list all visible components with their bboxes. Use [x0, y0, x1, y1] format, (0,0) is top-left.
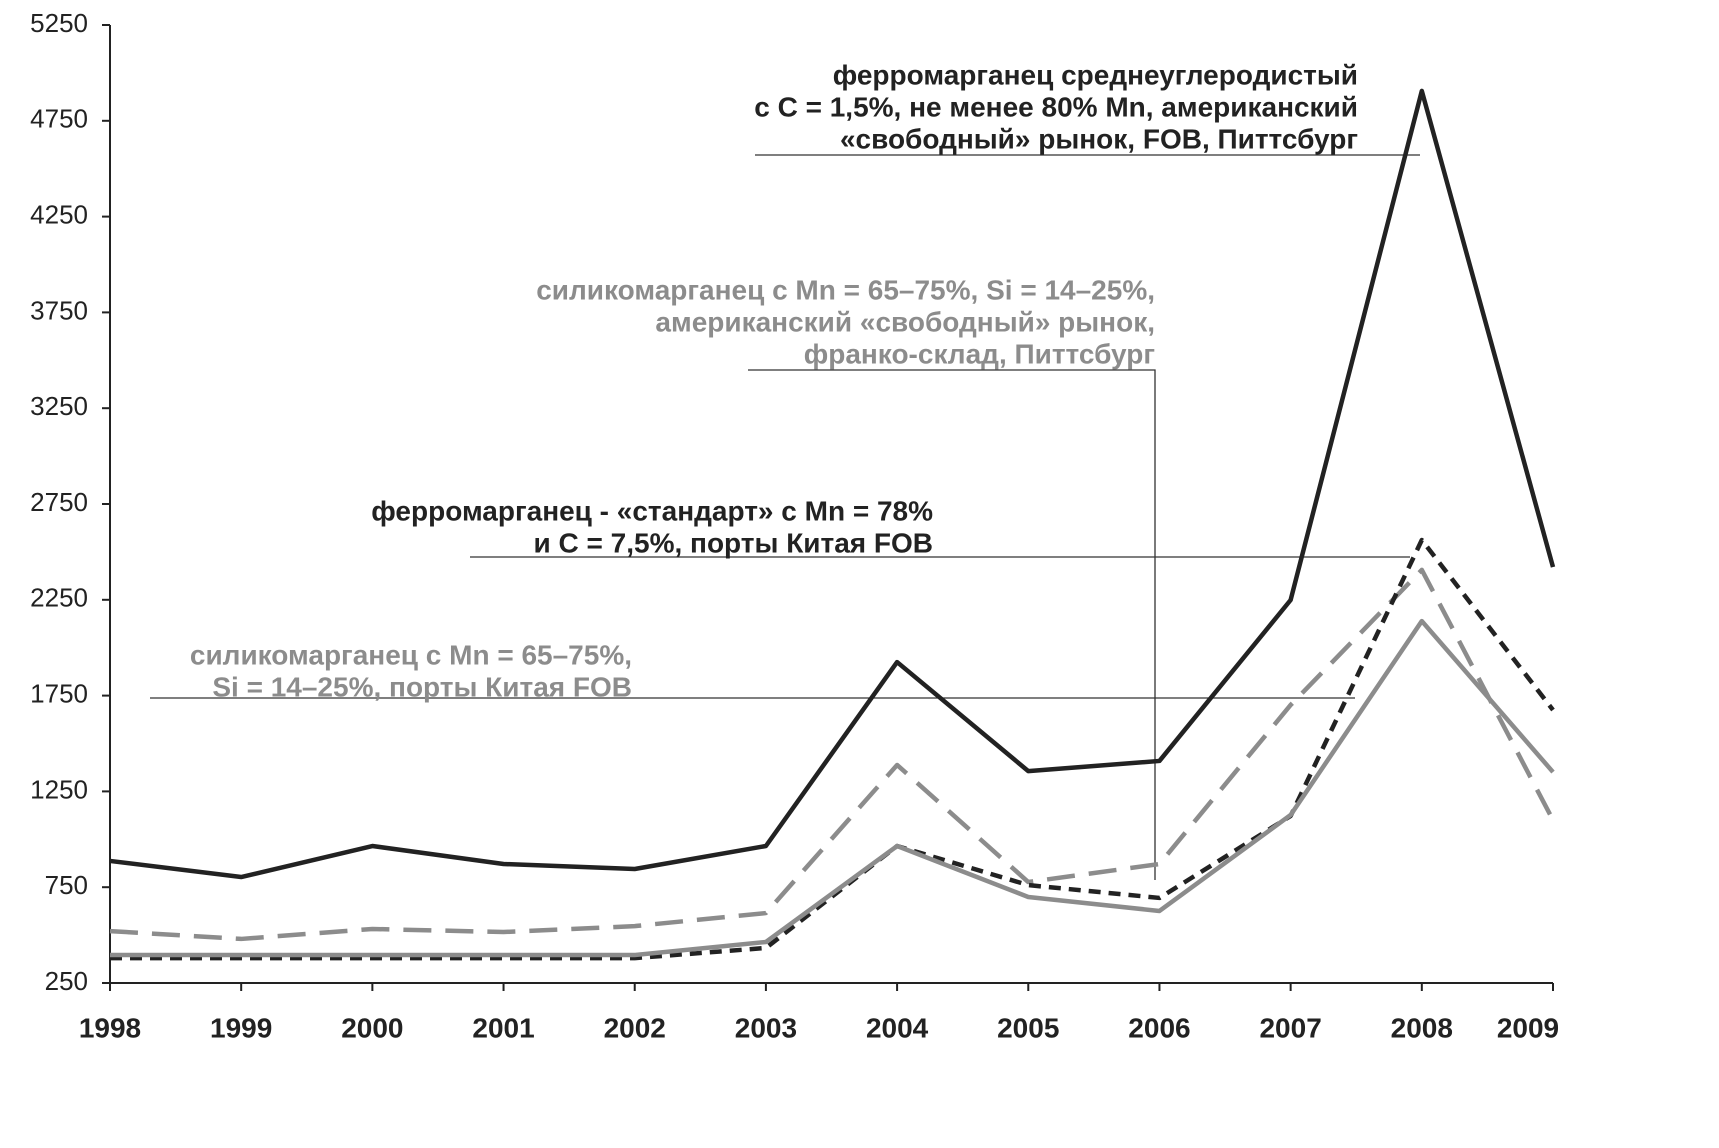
x-tick-label: 1998 [79, 1012, 141, 1043]
y-tick-label: 2250 [30, 583, 88, 613]
annotation: и С = 7,5%, порты Китая FOB [534, 527, 933, 558]
annotation: с С = 1,5%, не менее 80% Mn, американски… [754, 91, 1358, 122]
annotation: франко-склад, Питтсбург [804, 338, 1155, 369]
series-line [109, 567, 1555, 942]
y-tick-label: 3750 [30, 295, 88, 325]
y-tick-label: 2750 [30, 487, 88, 517]
leaders [150, 154, 1420, 880]
x-tick-label: 2005 [997, 1012, 1059, 1043]
annotation: силикомарганец с Mn = 65–75%, Si = 14–25… [536, 274, 1155, 305]
y-tick-label: 4250 [30, 199, 88, 229]
x-tick-label: 2002 [604, 1012, 666, 1043]
y-tick-label: 5250 [30, 8, 88, 38]
x-tick-label: 2007 [1259, 1012, 1321, 1043]
annotation: ферромарганец среднеуглеродистый [833, 59, 1358, 90]
y-tick-label: 1250 [30, 774, 88, 804]
x-tick-label: 2001 [472, 1012, 534, 1043]
x-tick-label: 2004 [866, 1012, 929, 1043]
x-tick-label: 2003 [735, 1012, 797, 1043]
annotation: американский «свободный» рынок, [655, 306, 1155, 337]
series-line [109, 88, 1556, 880]
leader-line [748, 369, 1156, 880]
y-tick-label: 250 [45, 966, 88, 996]
x-tick-label: 1999 [210, 1012, 272, 1043]
series-line [110, 618, 1555, 958]
series-line [110, 537, 1555, 961]
x-tick-label: 2008 [1391, 1012, 1453, 1043]
y-tick-label: 750 [45, 870, 88, 900]
annotation: силикомарганец с Mn = 65–75%, [190, 639, 632, 670]
y-tick-label: 3250 [30, 391, 88, 421]
x-tick-label: 2009 [1497, 1012, 1559, 1043]
y-tick-label: 1750 [30, 678, 88, 708]
annotation: Si = 14–25%, порты Китая FOB [212, 671, 632, 702]
y-tick-label: 4750 [30, 104, 88, 134]
x-tick-label: 2000 [341, 1012, 403, 1043]
annotation: ферромарганец - «стандарт» с Mn = 78% [371, 495, 933, 526]
annotation: «свободный» рынок, FOB, Питтсбург [840, 123, 1358, 154]
x-tick-label: 2006 [1128, 1012, 1190, 1043]
